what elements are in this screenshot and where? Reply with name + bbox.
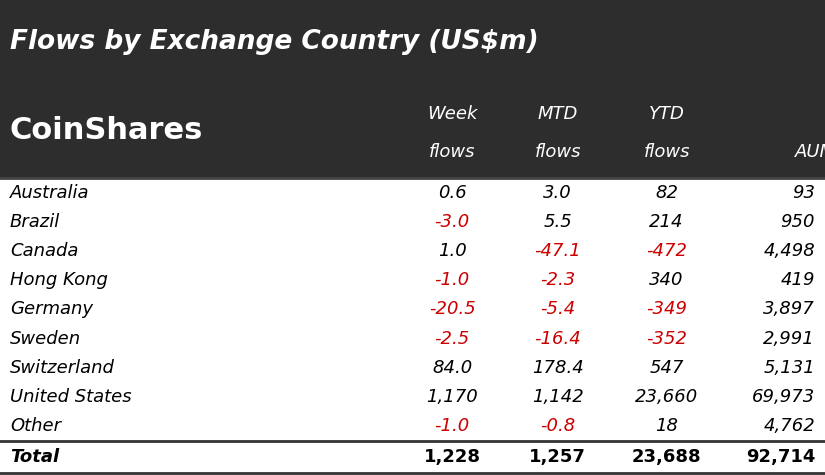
Text: MTD: MTD (538, 104, 577, 123)
Text: AUM: AUM (794, 142, 825, 161)
Text: Australia: Australia (10, 184, 89, 202)
Text: -47.1: -47.1 (535, 242, 581, 260)
Text: 23,688: 23,688 (632, 448, 701, 466)
Text: 3.0: 3.0 (544, 184, 572, 202)
Text: 2,991: 2,991 (763, 330, 815, 348)
Text: 5,131: 5,131 (763, 359, 815, 377)
Text: -0.8: -0.8 (540, 417, 575, 435)
Text: Brazil: Brazil (10, 213, 60, 231)
Text: -20.5: -20.5 (429, 301, 475, 318)
Text: 340: 340 (649, 271, 684, 289)
Text: 82: 82 (655, 184, 678, 202)
Text: 92,714: 92,714 (746, 448, 815, 466)
Text: 18: 18 (655, 417, 678, 435)
Text: -2.5: -2.5 (435, 330, 469, 348)
Text: 84.0: 84.0 (432, 359, 472, 377)
Text: 4,762: 4,762 (763, 417, 815, 435)
Text: 5.5: 5.5 (544, 213, 572, 231)
Text: -16.4: -16.4 (535, 330, 581, 348)
Text: flows: flows (535, 142, 581, 161)
Text: -352: -352 (646, 330, 687, 348)
Text: Hong Kong: Hong Kong (10, 271, 108, 289)
Text: Flows by Exchange Country (US$m): Flows by Exchange Country (US$m) (10, 28, 539, 55)
Text: YTD: YTD (648, 104, 685, 123)
Text: Germany: Germany (10, 301, 93, 318)
Text: -472: -472 (646, 242, 687, 260)
Text: 69,973: 69,973 (752, 388, 815, 406)
Text: -1.0: -1.0 (435, 417, 469, 435)
Text: -349: -349 (646, 301, 687, 318)
Text: 1,142: 1,142 (532, 388, 583, 406)
Text: 93: 93 (792, 184, 815, 202)
Text: Total: Total (10, 448, 59, 466)
FancyBboxPatch shape (0, 83, 825, 178)
Text: Week: Week (427, 104, 478, 123)
Text: 214: 214 (649, 213, 684, 231)
FancyBboxPatch shape (0, 0, 825, 83)
Text: 23,660: 23,660 (635, 388, 698, 406)
Text: flows: flows (644, 142, 690, 161)
Text: 1.0: 1.0 (438, 242, 466, 260)
Text: -2.3: -2.3 (540, 271, 575, 289)
Text: 0.6: 0.6 (438, 184, 466, 202)
Text: -3.0: -3.0 (435, 213, 469, 231)
Text: 1,228: 1,228 (423, 448, 481, 466)
Text: United States: United States (10, 388, 131, 406)
Text: Sweden: Sweden (10, 330, 81, 348)
Text: 1,257: 1,257 (530, 448, 586, 466)
Text: 950: 950 (780, 213, 815, 231)
Text: Canada: Canada (10, 242, 78, 260)
Text: CoinShares: CoinShares (10, 116, 203, 145)
Text: 178.4: 178.4 (532, 359, 583, 377)
Text: Switzerland: Switzerland (10, 359, 115, 377)
Text: Other: Other (10, 417, 61, 435)
Text: 547: 547 (649, 359, 684, 377)
Text: -5.4: -5.4 (540, 301, 575, 318)
Text: 1,170: 1,170 (427, 388, 478, 406)
Text: 419: 419 (780, 271, 815, 289)
Text: -1.0: -1.0 (435, 271, 469, 289)
Text: 3,897: 3,897 (763, 301, 815, 318)
Text: flows: flows (429, 142, 475, 161)
Text: 4,498: 4,498 (763, 242, 815, 260)
